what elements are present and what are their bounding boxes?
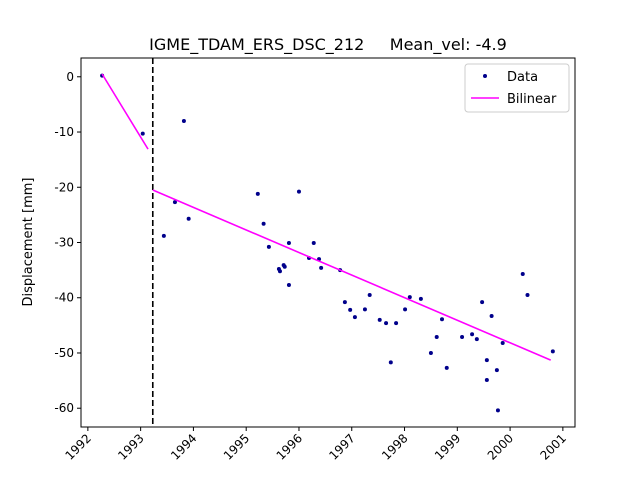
data-point [319,265,324,270]
data-point [277,269,282,274]
x-tick-label: 1998 [379,431,410,462]
x-tick-label: 1992 [62,431,93,462]
data-point [403,307,408,312]
data-point [266,244,271,249]
data-point [550,349,555,354]
data-point [407,295,412,300]
data-point [500,341,505,346]
bilinear-line [101,73,552,361]
data-point [525,292,530,297]
data-point [484,358,489,363]
y-tick-label: -10 [54,125,74,139]
data-point [489,313,494,318]
data-point [495,408,500,413]
y-tick-label: -30 [54,236,74,250]
legend-label: Bilinear [507,92,557,107]
legend-label: Data [507,70,538,85]
x-tick-label: 1995 [221,431,252,462]
legend-marker [483,74,487,78]
data-point [388,360,393,365]
y-tick-label: -20 [54,180,74,194]
data-point [286,241,291,246]
plot-frame [80,57,576,428]
y-tick-label: -60 [54,401,74,415]
legend-box [464,63,570,113]
data-point [181,118,186,123]
data-point [440,317,444,322]
data-point [444,365,449,370]
data-point [348,307,353,312]
data-point [296,189,301,194]
data-point [261,221,266,226]
x-tick-label: 1997 [326,431,357,462]
x-tick-label: 1994 [168,431,199,462]
data-point [286,283,291,288]
data-point [394,321,399,326]
y-tick-label: 0 [66,70,74,84]
data-point [255,191,260,196]
data-point [352,315,357,320]
data-point [520,271,525,276]
data-point [384,321,389,326]
x-tick-label: 2001 [537,431,568,462]
data-point [474,337,479,342]
data-point [377,317,382,322]
data-point [428,350,433,355]
data-point [140,131,145,136]
y-tick-label: -40 [54,291,74,305]
y-axis-label: Displacement [mm] [21,178,36,307]
data-point [460,334,465,339]
x-tick-label: 2000 [485,431,516,462]
x-tick-label: 1993 [115,431,146,462]
data-point [367,292,372,297]
data-point [161,233,166,238]
data-point [172,200,177,205]
x-tick-label: 1999 [432,431,463,462]
data-point [494,368,499,373]
data-point [342,300,347,305]
data-point [282,264,287,269]
y-tick-label: -50 [54,346,74,360]
data-point [434,334,439,339]
data-point [362,307,367,312]
data-point [480,300,485,305]
data-point [311,241,316,246]
data-point [484,378,489,383]
chart-title: IGME_TDAM_ERS_DSC_212 Mean_vel: -4.9 [149,35,507,55]
data-point [470,332,475,337]
x-tick-label: 1996 [274,431,305,462]
data-point [418,296,423,301]
data-point [186,216,191,221]
